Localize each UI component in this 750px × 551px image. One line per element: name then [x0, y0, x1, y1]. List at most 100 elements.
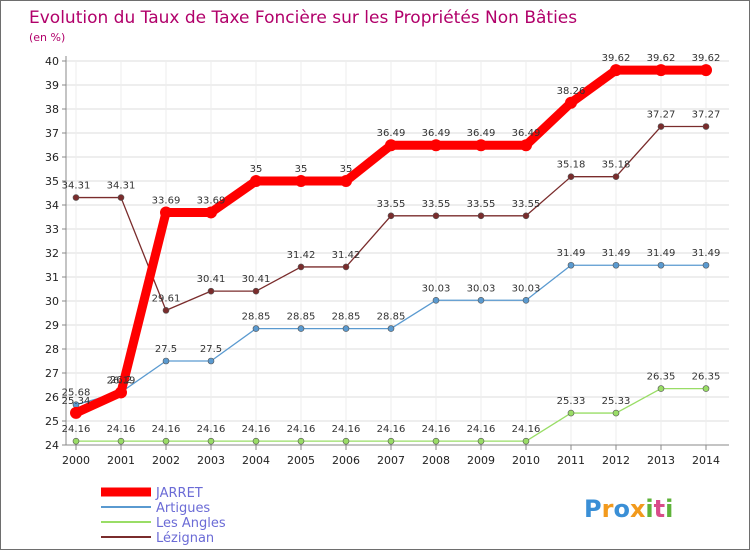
- data-label: 24.16: [467, 424, 496, 435]
- y-tick-label: 24: [45, 439, 59, 452]
- data-point: [477, 437, 485, 445]
- data-point: [385, 139, 397, 152]
- data-point: [567, 261, 575, 269]
- data-label: 24.16: [152, 424, 181, 435]
- data-label: 26.35: [647, 372, 676, 383]
- y-tick-label: 32: [45, 247, 59, 260]
- x-tick-labels: 2000 2001 2002 2003 2004 2005 2006 2007 2008 2009…: [62, 445, 720, 467]
- data-label: 24.16: [242, 424, 271, 435]
- legend-label: Artigues: [156, 501, 210, 516]
- legend-label: Lézignan: [156, 531, 214, 546]
- data-label: 38.26: [557, 86, 586, 97]
- y-tick-labels: 24 25 26 27 28 29 30 31 32 33 34 35 36 37 38 39 40: [45, 55, 66, 452]
- data-label: 24.16: [422, 424, 451, 435]
- data-point: [295, 175, 307, 187]
- data-label: 31.49: [602, 248, 631, 259]
- data-point: [475, 139, 487, 152]
- data-label: 28.85: [377, 312, 406, 323]
- x-tick-label: 2003: [197, 454, 225, 467]
- data-label: 31.49: [647, 248, 676, 259]
- legend-label: Les Angles: [156, 516, 226, 531]
- data-label: 33.55: [377, 199, 406, 210]
- logo-letter: r: [602, 495, 614, 523]
- data-point: [207, 437, 215, 445]
- data-point: [657, 123, 665, 130]
- data-label: 36.49: [467, 128, 496, 139]
- data-point: [522, 437, 530, 445]
- y-tick-label: 29: [45, 319, 59, 332]
- data-label: 33.69: [152, 195, 181, 206]
- data-point: [252, 437, 260, 445]
- data-point: [610, 64, 622, 77]
- data-label: 25.34: [62, 396, 91, 407]
- data-point: [342, 437, 350, 445]
- y-tick-label: 28: [45, 343, 59, 356]
- data-point: [520, 139, 532, 152]
- data-point: [162, 437, 170, 445]
- data-point: [387, 437, 395, 445]
- y-tick-label: 33: [45, 223, 59, 236]
- data-label: 24.16: [287, 424, 316, 435]
- logo-letter: t: [654, 495, 665, 523]
- data-label: 31.49: [557, 248, 586, 259]
- data-point: [72, 194, 80, 201]
- data-point: [612, 409, 620, 417]
- data-label: 34.31: [107, 181, 136, 192]
- data-label: 27.5: [155, 344, 177, 355]
- series-lines: [70, 64, 712, 445]
- data-label: 36.49: [422, 128, 451, 139]
- data-point: [522, 212, 530, 220]
- data-label: 39.62: [602, 53, 631, 64]
- data-point: [297, 437, 305, 445]
- data-point: [387, 325, 395, 332]
- data-label: 31.42: [287, 250, 316, 261]
- data-point: [432, 296, 440, 304]
- y-tick-label: 37: [45, 127, 59, 140]
- data-label: 34.31: [62, 181, 91, 192]
- data-point: [702, 261, 710, 269]
- data-label: 29.61: [152, 293, 181, 304]
- data-point: [207, 287, 215, 295]
- data-label: 35.18: [602, 160, 631, 171]
- data-point: [162, 307, 170, 314]
- data-label: 28.85: [287, 312, 316, 323]
- data-label: 25.33: [602, 396, 631, 407]
- grid-lines: [66, 60, 729, 446]
- data-point: [342, 325, 350, 332]
- data-label: 24.16: [377, 424, 406, 435]
- axes: [65, 56, 729, 446]
- x-tick-label: 2006: [332, 454, 360, 467]
- data-label: 36.49: [512, 128, 541, 139]
- logo-letter: i: [645, 495, 653, 523]
- x-tick-label: 2002: [152, 454, 180, 467]
- data-label: 35: [295, 164, 308, 175]
- data-point: [430, 139, 442, 152]
- data-label: 26.19: [107, 375, 136, 386]
- data-label: 25.68: [62, 388, 91, 399]
- x-tick-label: 2008: [422, 454, 450, 467]
- logo-letter: o: [613, 495, 630, 523]
- x-tick-label: 2010: [512, 454, 540, 467]
- data-point: [117, 194, 125, 201]
- y-tick-label: 34: [45, 199, 59, 212]
- data-point: [702, 385, 710, 392]
- data-point: [655, 64, 667, 77]
- y-tick-label: 40: [45, 55, 59, 68]
- data-point: [565, 96, 577, 109]
- data-label: 24.16: [197, 424, 226, 435]
- data-label: 24.16: [62, 424, 91, 435]
- data-point: [657, 385, 665, 392]
- data-label: 33.55: [422, 199, 451, 210]
- data-point: [340, 175, 352, 187]
- data-label: 37.27: [647, 110, 676, 121]
- data-label: 35: [250, 164, 263, 175]
- data-point: [205, 206, 217, 219]
- data-point: [432, 437, 440, 445]
- data-label: 39.62: [647, 53, 676, 64]
- data-point: [432, 212, 440, 220]
- data-point: [612, 173, 620, 180]
- data-point: [252, 325, 260, 332]
- data-label: 25.33: [557, 396, 586, 407]
